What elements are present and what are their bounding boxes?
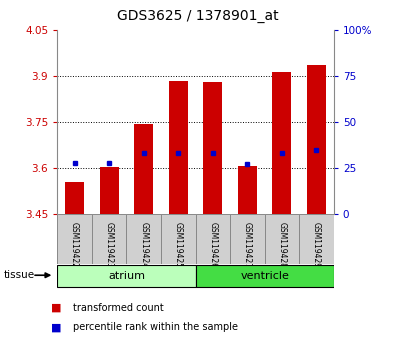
Bar bbox=[299, 214, 334, 264]
Text: GSM119427: GSM119427 bbox=[243, 222, 252, 268]
Bar bbox=[57, 265, 196, 287]
Text: GSM119424: GSM119424 bbox=[139, 222, 148, 268]
Bar bbox=[100, 167, 118, 214]
Bar bbox=[196, 214, 230, 264]
Text: GSM119426: GSM119426 bbox=[208, 222, 217, 268]
Text: atrium: atrium bbox=[108, 270, 145, 281]
Text: GSM119429: GSM119429 bbox=[312, 222, 321, 268]
Text: GSM119423: GSM119423 bbox=[105, 222, 114, 268]
Text: tissue: tissue bbox=[4, 270, 35, 280]
Bar bbox=[134, 124, 153, 214]
Text: transformed count: transformed count bbox=[73, 303, 164, 313]
Text: GSM119422: GSM119422 bbox=[70, 222, 79, 268]
Text: GSM119428: GSM119428 bbox=[277, 222, 286, 268]
Bar bbox=[307, 65, 326, 214]
Bar bbox=[238, 166, 257, 214]
Bar bbox=[169, 81, 188, 214]
Text: ventricle: ventricle bbox=[240, 270, 289, 281]
Bar bbox=[265, 214, 299, 264]
Text: GSM119425: GSM119425 bbox=[174, 222, 183, 268]
Bar bbox=[57, 214, 92, 264]
Bar bbox=[203, 82, 222, 214]
Bar bbox=[92, 214, 126, 264]
Text: ■: ■ bbox=[51, 303, 62, 313]
Text: percentile rank within the sample: percentile rank within the sample bbox=[73, 322, 238, 332]
Bar bbox=[230, 214, 265, 264]
Bar bbox=[196, 265, 334, 287]
Bar bbox=[273, 72, 292, 214]
Bar bbox=[126, 214, 161, 264]
Bar bbox=[65, 182, 84, 214]
Bar bbox=[161, 214, 196, 264]
Text: ■: ■ bbox=[51, 322, 62, 332]
Text: GDS3625 / 1378901_at: GDS3625 / 1378901_at bbox=[117, 9, 278, 23]
